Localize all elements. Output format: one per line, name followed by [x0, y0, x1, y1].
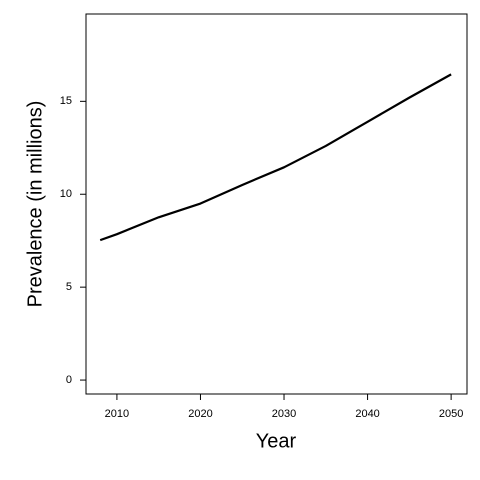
- y-tick-label: 5: [66, 281, 72, 293]
- y-tick-label: 10: [60, 188, 72, 200]
- plot-frame: [85, 13, 468, 395]
- y-tick-label: 0: [66, 374, 72, 386]
- x-tick-label: 2040: [355, 408, 379, 420]
- y-axis-title: Prevalence (in millions): [24, 101, 46, 308]
- data-line: [99, 73, 452, 242]
- x-tick-label: 2050: [439, 408, 463, 420]
- y-tick-label: 15: [60, 95, 72, 107]
- x-axis-title: Year: [256, 430, 297, 452]
- x-tick-label: 2010: [105, 408, 129, 420]
- x-tick-label: 2030: [272, 408, 296, 420]
- x-tick-label: 2020: [188, 408, 212, 420]
